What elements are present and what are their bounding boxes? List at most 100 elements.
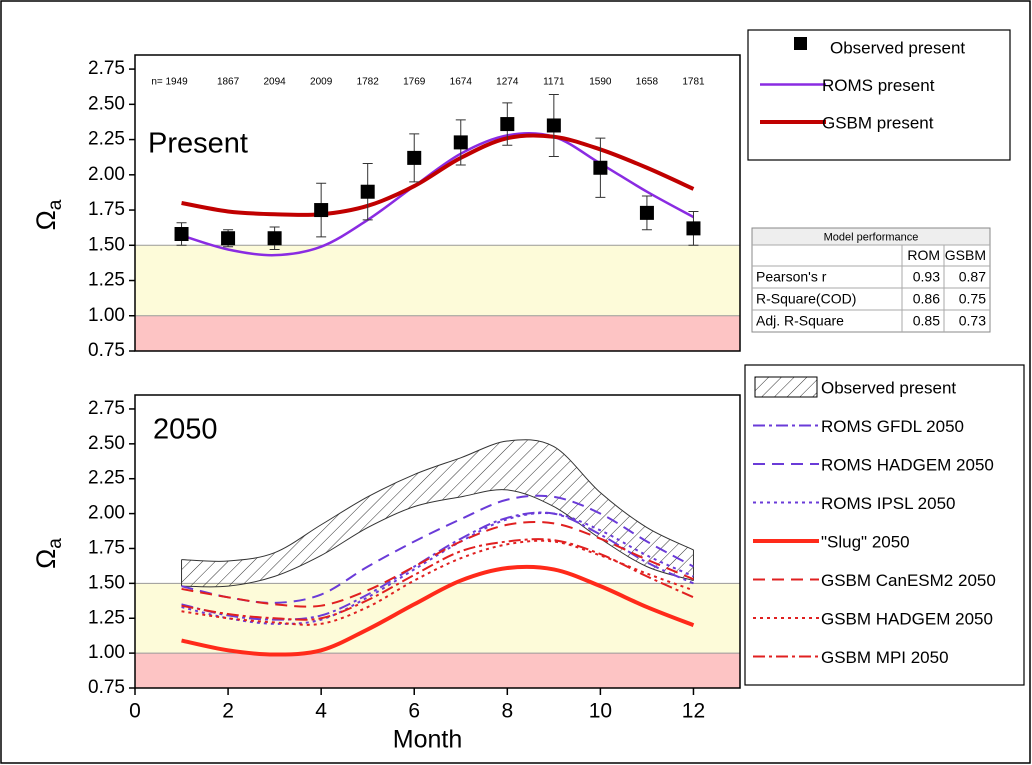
observed-point [174,227,189,242]
y-tick-label: 0.75 [88,340,125,361]
x-tick-label: 2 [222,700,234,723]
sample-size-label: 2009 [310,77,333,88]
y-axis-subscript: a [45,199,66,210]
sample-size-label: 1274 [496,77,519,88]
y-tick-label: 2.75 [88,58,125,79]
table-cell: 0.73 [959,313,986,329]
legend-label: ROMS present [822,76,935,95]
model-line [181,539,694,626]
observed-point [221,231,236,246]
table-cell: 0.86 [913,291,940,307]
x-tick-label: 8 [501,700,513,723]
y-tick-label: 2.50 [88,433,125,454]
legend-label: ROMS GFDL 2050 [821,417,964,436]
y-tick-label: 2.75 [88,398,125,419]
observed-point [407,150,422,165]
y-tick-label: 2.50 [88,93,125,114]
y-axis-subscript: a [45,538,66,549]
y-tick-label: 1.75 [88,537,125,558]
y-tick-label: 1.50 [88,572,125,593]
observed-point [639,205,654,220]
y-tick-label: 2.25 [88,129,125,150]
y-tick-label: 1.00 [88,642,125,663]
x-tick-label: 4 [315,700,327,723]
x-tick-label: 12 [682,700,705,723]
x-tick-label: 10 [589,700,612,723]
y-axis-label: Ωa [31,199,66,230]
y-tick-label: 1.25 [88,270,125,291]
sample-size-label: 1769 [403,77,426,88]
y-tick-label: 2.25 [88,468,125,489]
threshold-band [135,583,740,654]
y-tick-label: 0.75 [88,677,125,698]
y-tick-label: 2.00 [88,164,125,185]
sample-size-label: 1590 [589,77,612,88]
band-upper-edge [181,439,694,562]
observed-point [593,160,608,175]
table-cell: R-Square(COD) [756,291,856,307]
threshold-band [135,245,740,316]
y-tick-label: 1.50 [88,234,125,255]
y-axis-symbol: Ω [31,210,61,230]
table-cell: Pearson's r [756,269,827,285]
table-header: GSBM [945,247,986,263]
observed-point [453,135,468,150]
observed-point [686,221,701,236]
legend-marker [794,37,807,50]
legend-box [747,29,1011,161]
observed-point [267,231,282,246]
observed-point [360,184,375,199]
y-axis-symbol: Ω [31,549,61,569]
table-cell: 0.87 [959,269,986,285]
x-tick-label: 0 [129,700,141,723]
observed-point [546,118,561,133]
model-line [181,512,694,625]
model-line [181,564,695,657]
model-line [181,538,694,621]
threshold-band [135,653,740,688]
sample-size-label: 1781 [682,77,705,88]
threshold-band [135,315,740,351]
legend-label: ROMS IPSL 2050 [821,494,956,513]
panel-label: Present [148,128,248,160]
legend-label: Observed present [830,38,965,57]
legend-label: Observed present [821,378,956,397]
sample-size-label: 1782 [357,77,380,88]
legend-label: GSBM present [822,113,934,132]
table-cell: Adj. R-Square [756,313,844,329]
panel-label: 2050 [153,414,218,446]
legend-label: ROMS HADGEM 2050 [821,455,994,474]
y-axis-label: Ωa [31,538,66,569]
table-cell: 0.75 [959,291,986,307]
legend-box [744,364,1025,686]
sample-size-label: 1171 [543,77,565,88]
model-line [181,133,695,218]
legend-label: "Slug" 2050 [821,532,910,551]
x-tick-label: 6 [408,700,420,723]
observed-point [500,117,515,132]
y-tick-label: 2.00 [88,503,125,524]
sample-size-label: 1658 [636,77,659,88]
y-tick-label: 1.75 [88,199,125,220]
sample-size-label: 1867 [217,77,240,88]
table-cell: 0.85 [913,313,940,329]
x-axis-label: Month [393,726,462,754]
plot-frame [134,394,741,689]
legend-label: GSBM CanESM2 2050 [821,571,996,590]
table-title: Model performance [824,231,919,243]
plot-frame [134,54,741,352]
model-line [181,494,694,604]
observed-band [181,439,694,587]
sample-size-label: 2094 [263,77,286,88]
sample-size-label: 1674 [450,77,473,88]
table-header: ROM [907,247,940,263]
sample-size-label: n= 1949 [151,77,188,88]
model-line [181,520,694,608]
model-line [181,511,694,621]
y-tick-label: 1.00 [88,305,125,326]
y-tick-label: 1.25 [88,607,125,628]
legend-label: GSBM MPI 2050 [821,648,949,667]
observed-point [314,203,329,218]
legend-label: GSBM HADGEM 2050 [821,609,993,628]
